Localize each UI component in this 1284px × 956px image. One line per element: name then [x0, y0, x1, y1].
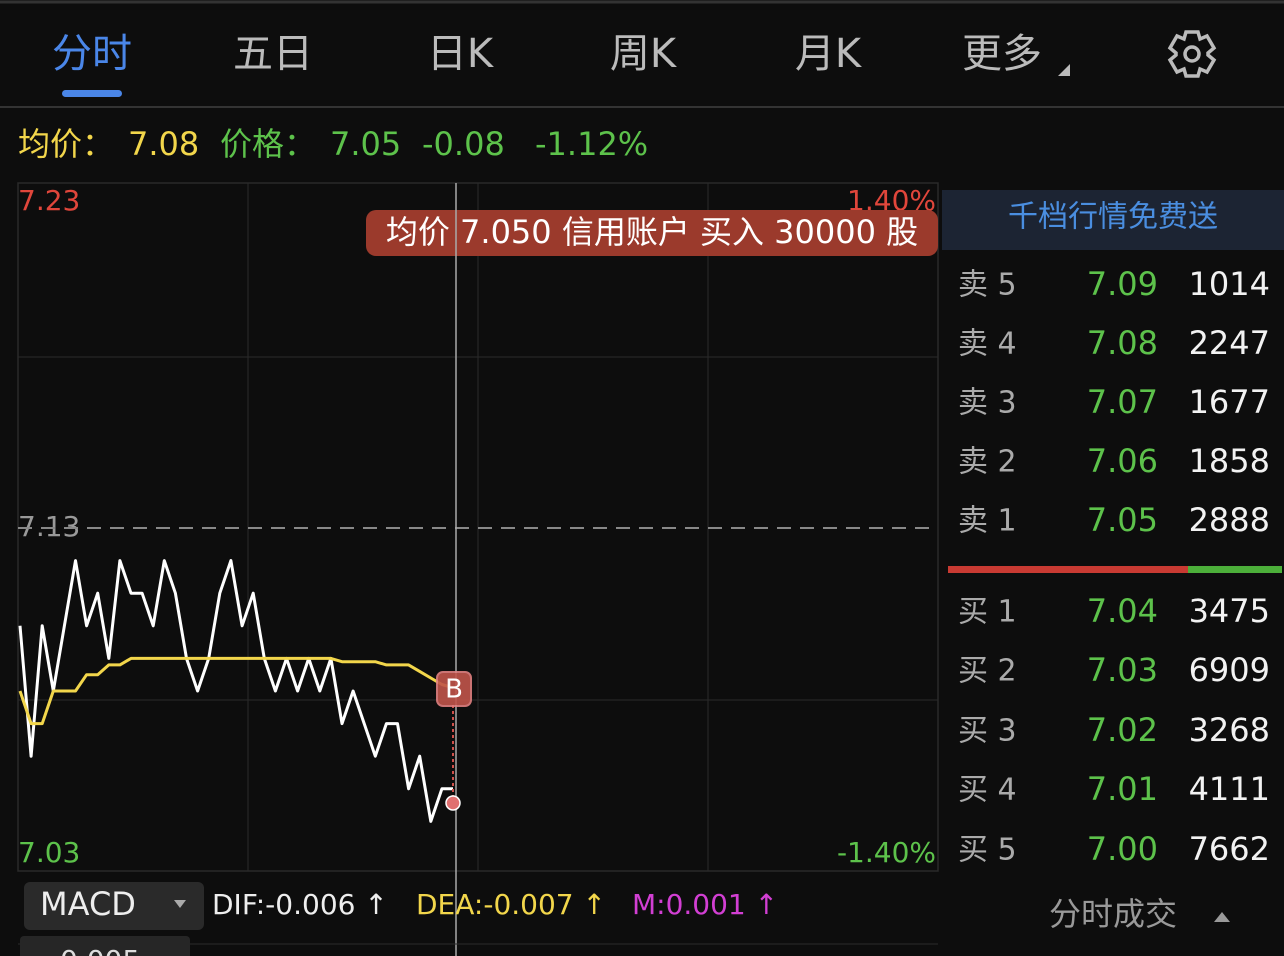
m: M:0.001 ↑ [632, 888, 778, 921]
level-price: 7.09 [1087, 265, 1158, 303]
settings-icon[interactable] [1167, 30, 1217, 78]
level-label: 买 5 [958, 833, 1017, 868]
price-value: 7.05 [330, 125, 401, 163]
level-label: 买 2 [958, 654, 1017, 689]
level-label: 买 4 [958, 773, 1017, 808]
macd-axis-label: 0.005 [60, 944, 140, 956]
level-volume: 1014 [1189, 265, 1270, 303]
y2-tick-label: -1.40% [837, 836, 936, 869]
level-label: 卖 3 [958, 386, 1017, 421]
level-price: 7.04 [1087, 592, 1158, 630]
order-book: 卖 5 7.09 1014 卖 4 7.08 2247 卖 3 7.07 1677 卖 2 7.06… [958, 265, 1270, 868]
dif: DIF:-0.006 ↑ [212, 888, 388, 921]
tab[interactable]: 更多 [962, 31, 1042, 77]
dea: DEA:-0.007 ↑ [416, 888, 606, 921]
y-tick-label: 7.23 [18, 184, 80, 217]
level-volume: 2888 [1189, 501, 1270, 539]
book-title[interactable]: 千档行情免费送 [1008, 200, 1218, 235]
trade-point [445, 795, 461, 811]
level-price: 7.01 [1087, 770, 1158, 808]
level-label: 卖 2 [958, 445, 1017, 480]
tab[interactable]: 周K [610, 31, 678, 77]
book-header [942, 190, 1284, 250]
level-label: 买 1 [958, 595, 1017, 630]
level-label: 买 3 [958, 714, 1017, 749]
gear [1167, 30, 1217, 78]
tab[interactable]: 五日 [233, 31, 313, 77]
indicator-select[interactable] [24, 882, 204, 930]
tab-underline [62, 90, 122, 97]
price-label: 价格： [220, 125, 316, 163]
level-price: 7.08 [1087, 324, 1158, 362]
expand-arrow [1214, 912, 1230, 922]
level-volume: 2247 [1189, 324, 1270, 362]
level-price: 7.06 [1087, 442, 1158, 480]
tab[interactable]: 月K [795, 31, 863, 77]
annotation-box [366, 210, 938, 256]
price-line [18, 559, 453, 823]
level-label: 卖 5 [958, 268, 1017, 303]
level-price: 7.00 [1087, 830, 1158, 868]
ask-bar [948, 566, 1188, 573]
level-label: 卖 1 [958, 504, 1017, 539]
y-tick-label: 7.03 [18, 836, 80, 869]
level-volume: 4111 [1189, 770, 1270, 808]
marker-box[interactable] [436, 671, 472, 707]
level-price: 7.05 [1087, 501, 1158, 539]
level-volume: 3475 [1189, 592, 1270, 630]
change: -0.08 [422, 125, 505, 163]
level-price: 7.03 [1087, 651, 1158, 689]
change-pct: -1.12% [535, 125, 648, 163]
level-volume: 1858 [1189, 442, 1270, 480]
level-price: 7.02 [1087, 711, 1158, 749]
level-volume: 3268 [1189, 711, 1270, 749]
marker: B [445, 675, 463, 705]
gear-hole [1183, 45, 1201, 63]
indicator-name: MACD [40, 885, 136, 923]
dropdown-arrow [1058, 64, 1070, 76]
annotation: 均价 7.050 信用账户 买入 30000 股 [386, 213, 918, 251]
select-arrow [174, 900, 186, 908]
tab[interactable]: 日K [427, 31, 495, 77]
level-volume: 1677 [1189, 383, 1270, 421]
plot: 7.237.137.031.40%-1.40% [18, 184, 938, 869]
y-tick-label: 7.13 [18, 510, 80, 543]
level-label: 卖 4 [958, 327, 1017, 362]
bid-bar [1188, 566, 1282, 573]
level-volume: 7662 [1189, 830, 1270, 868]
level-price: 7.07 [1087, 383, 1158, 421]
trades-link[interactable]: 分时成交 [1049, 895, 1177, 933]
avg-line [18, 656, 454, 726]
avg-value: 7.08 [128, 125, 199, 163]
level-volume: 6909 [1189, 651, 1270, 689]
axis-box [20, 936, 190, 956]
tab[interactable]: 分时 [52, 31, 132, 77]
avg-label: 均价： [18, 125, 114, 163]
